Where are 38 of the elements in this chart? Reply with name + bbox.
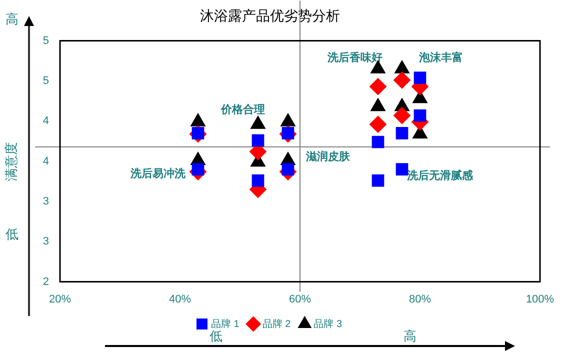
x-tick-label: 80% [408, 293, 432, 306]
point [396, 127, 408, 140]
text: 高 [6, 11, 18, 28]
y-tick-label: 4 [42, 115, 49, 128]
point [252, 174, 264, 187]
annotation: 滋润皮肤 [305, 150, 351, 163]
point [252, 134, 264, 147]
point [396, 163, 408, 176]
point [372, 174, 384, 187]
y-tick-label: 3 [42, 196, 49, 208]
point [394, 107, 410, 124]
y-tick-label: 4 [42, 155, 49, 168]
x-tick-label: 40% [168, 293, 192, 306]
point [414, 72, 426, 84]
legend-label: 品牌 2 [262, 318, 292, 330]
y-tick-label: 5 [42, 75, 49, 87]
text: 低 [6, 227, 18, 242]
point [372, 136, 384, 148]
annotation: 价格合理 [220, 102, 265, 116]
y-tick-label: 3 [42, 236, 49, 248]
annotation: 洗后无滑腻感 [406, 168, 474, 182]
y-tick-label: 2 [42, 276, 49, 288]
legend-label: 品牌 3 [314, 318, 342, 330]
x-tick-label: 60% [288, 293, 312, 306]
point [394, 72, 410, 89]
text: 高 [404, 328, 416, 344]
annotation: 洗后香味好 [326, 50, 382, 64]
x-tick-label: 20% [48, 293, 72, 306]
text: 低 [210, 329, 222, 344]
point [370, 116, 386, 133]
annotation: 泡沫丰富 [418, 50, 463, 64]
x-tick-label: 100% [526, 293, 554, 306]
point [370, 78, 386, 96]
y-axis-title: 满意度 [3, 142, 18, 181]
point [414, 109, 426, 122]
y-tick-label: 5 [42, 34, 49, 47]
legend-label: 品牌 1 [210, 318, 240, 330]
annotation: 洗后易冲洗 [130, 166, 186, 180]
